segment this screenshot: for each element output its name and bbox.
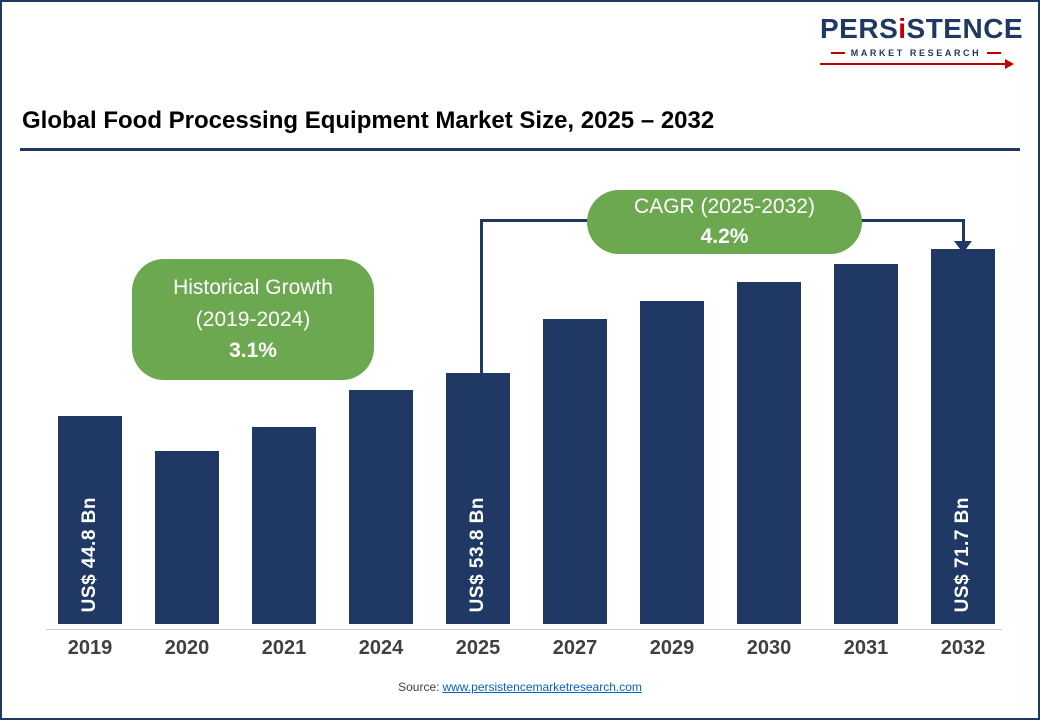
bar-column-2031: 2031 [834,264,898,660]
cagr-arrowhead-icon [954,241,972,253]
bar-value-label-2019: US$ 44.8 Bn [79,496,100,612]
year-label-2030: 2030 [746,637,792,659]
logo-text-post: STENCE [906,13,1024,44]
page-title: Global Food Processing Equipment Market … [22,107,715,134]
year-label-2019: 2019 [67,637,113,659]
bar-2019: US$ 44.8 Bn [58,416,122,624]
logo-tagline: MARKET RESEARCH [850,47,982,58]
bar-2025: US$ 53.8 Bn [446,373,510,624]
source-label: Source: [398,680,440,694]
bar-column-2020: 2020 [155,451,219,660]
bar-column-2030: 2030 [737,282,801,660]
year-label-2021: 2021 [261,637,307,659]
year-label-2029: 2029 [649,637,695,659]
bar-2024 [349,390,413,624]
x-axis-line [46,629,1002,630]
bar-2032: US$ 71.7 Bn [931,249,995,624]
logo-arrow-underline [820,58,1014,69]
source-line: Source: www.persistencemarketresearch.com [2,680,1038,694]
logo-letter-i: i [898,13,907,44]
bar-2027 [543,319,607,624]
cagr-value: 4.2% [700,225,749,248]
source-link[interactable]: www.persistencemarketresearch.com [442,680,642,694]
logo: PERSiSTENCE MARKET RESEARCH [820,13,1023,69]
cagr-line1: CAGR (2025-2032) [634,194,815,218]
title-underline [20,148,1020,151]
cagr-callout: CAGR (2025-2032) 4.2% [587,190,862,254]
logo-tagline-row: MARKET RESEARCH [820,48,1012,58]
historical-growth-callout: Historical Growth (2019-2024) 3.1% [132,259,374,380]
year-label-2031: 2031 [843,637,889,659]
bar-2021 [252,427,316,624]
historical-growth-line1: Historical Growth [173,276,333,300]
cagr-connector-vertical-right [962,219,965,243]
bar-value-label-2032: US$ 71.7 Bn [952,496,973,612]
bar-2031 [834,264,898,624]
year-label-2025: 2025 [455,637,501,659]
bar-2020 [155,451,219,624]
bar-2030 [737,282,801,624]
logo-red-dash-left [830,51,845,54]
bar-chart: US$ 44.8 Bn 2019 2020 2021 2024 US$ 53.8 Bn 20… [58,249,995,660]
year-label-2024: 2024 [358,637,404,659]
historical-growth-line2: (2019-2024) [195,307,311,331]
year-label-2027: 2027 [552,637,598,659]
cagr-connector-vertical-left [480,219,483,377]
logo-wordmark: PERSiSTENCE [820,13,1023,45]
bar-column-2029: 2029 [640,301,704,660]
bar-value-label-2025: US$ 53.8 Bn [467,496,488,612]
bar-column-2027: 2027 [543,319,607,660]
bar-2029 [640,301,704,624]
logo-text-pre: PERS [820,13,899,44]
historical-growth-value: 3.1% [229,339,277,363]
bar-column-2032: US$ 71.7 Bn 2032 [931,249,995,660]
bar-column-2021: 2021 [252,427,316,660]
logo-red-dash-right [987,51,1002,54]
bar-column-2019: US$ 44.8 Bn 2019 [58,416,122,660]
bar-column-2024: 2024 [349,390,413,660]
year-label-2020: 2020 [164,637,210,659]
year-label-2032: 2032 [940,637,986,659]
bar-column-2025: US$ 53.8 Bn 2025 [446,373,510,660]
